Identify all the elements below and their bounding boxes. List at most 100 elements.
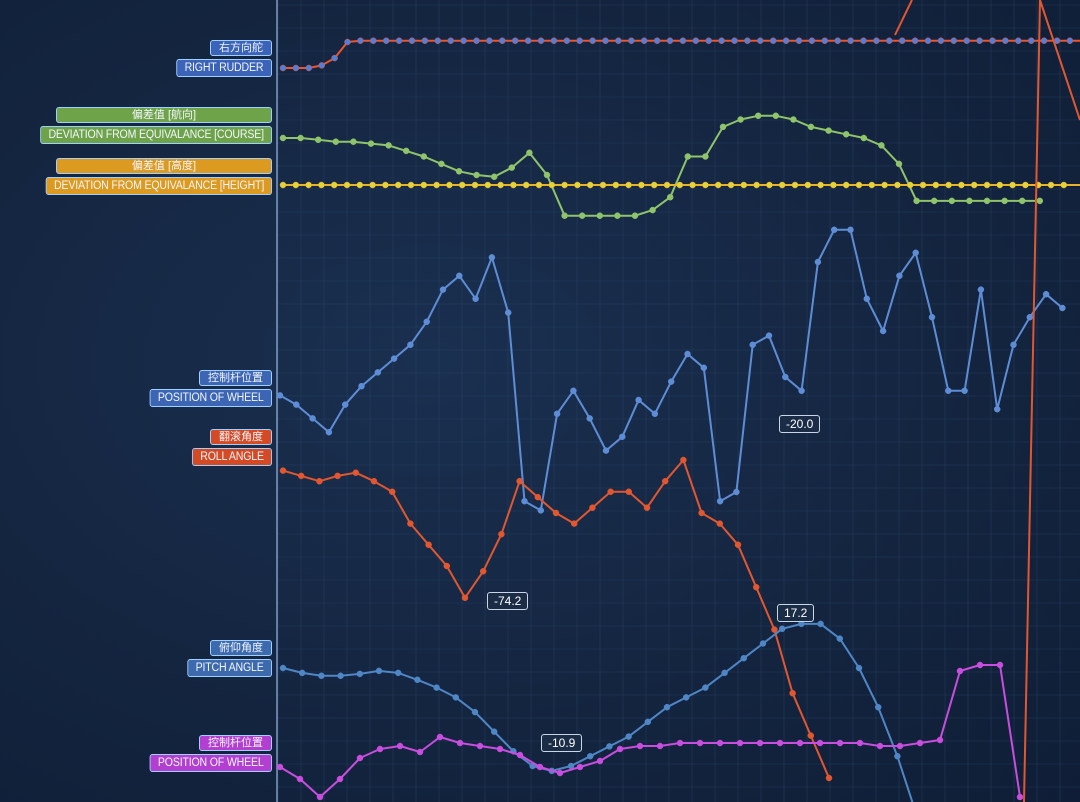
data-point-pitch	[778, 625, 786, 633]
data-point-wheel2	[496, 745, 504, 753]
label-pitch-angle-zh: 俯仰角度	[210, 640, 272, 656]
data-point-rudder	[486, 37, 493, 44]
data-point-height	[676, 181, 684, 189]
data-point-rudder	[460, 37, 467, 44]
data-point-wheel	[1010, 341, 1017, 349]
data-point-course	[438, 160, 445, 168]
data-point-course	[983, 197, 991, 205]
data-point-pitch	[318, 672, 325, 680]
data-point-wheel2	[736, 739, 744, 747]
data-point-wheel2	[316, 793, 324, 801]
data-point-height	[945, 181, 952, 189]
data-point-roll	[643, 504, 651, 511]
data-point-rudder	[847, 37, 854, 44]
data-point-height	[599, 181, 607, 189]
data-point-pitch	[337, 672, 344, 680]
data-point-pitch	[894, 752, 901, 760]
data-point-height	[471, 181, 479, 189]
data-point-course	[455, 168, 463, 175]
data-point-roll	[698, 509, 705, 517]
data-point-wheel	[912, 249, 919, 257]
data-point-wheel	[896, 272, 903, 280]
data-point-height	[894, 181, 901, 189]
data-point-height	[394, 181, 402, 189]
data-point-course	[385, 142, 392, 149]
label-right-rudder-en: RIGHT RUDDER	[176, 59, 272, 77]
callout-pitch-peak: 17.2	[777, 604, 815, 622]
data-point-height	[932, 181, 940, 189]
data-point-wheel2	[396, 742, 404, 750]
label-right-rudder: 右方向舵 RIGHT RUDDER	[0, 40, 272, 84]
data-point-rudder	[976, 37, 983, 44]
data-point-roll	[388, 488, 396, 496]
data-point-height	[970, 181, 978, 189]
data-point-course	[948, 197, 956, 205]
data-point-height	[740, 181, 748, 189]
data-point-wheel2	[816, 739, 824, 747]
label-course-deviation-zh: 偏差值 [航向]	[56, 107, 272, 123]
data-point-wheel2	[436, 733, 444, 741]
callout-pitch-min: -10.9	[541, 734, 583, 752]
data-point-wheel	[341, 401, 349, 408]
data-point-rudder	[692, 37, 700, 44]
data-point-pitch	[759, 640, 767, 647]
data-point-wheel	[276, 392, 284, 399]
data-point-wheel	[716, 497, 724, 505]
data-point-height	[689, 181, 696, 189]
data-point-pitch	[279, 664, 287, 672]
data-point-wheel	[586, 415, 593, 422]
data-point-course	[631, 212, 639, 219]
data-point-height	[842, 181, 850, 189]
label-course-deviation: 偏差值 [航向] DEVIATION FROM EQUIVALANCE [COU…	[0, 107, 272, 151]
data-point-height	[804, 181, 812, 189]
data-point-wheel	[847, 226, 854, 234]
data-point-wheel	[733, 488, 740, 496]
data-point-pitch	[471, 708, 479, 716]
data-point-height	[855, 181, 863, 189]
data-point-course	[1018, 197, 1026, 205]
label-roll-angle-zh: 翻滚角度	[210, 429, 272, 445]
data-point-course	[895, 160, 903, 168]
data-point-wheel	[798, 387, 805, 395]
data-point-wheel2	[676, 739, 684, 747]
data-point-pitch	[836, 635, 844, 642]
data-point-wheel2	[476, 742, 484, 750]
data-point-height	[292, 181, 300, 189]
data-point-pitch	[606, 743, 613, 750]
data-point-wheel2	[836, 739, 844, 747]
data-point-roll	[789, 689, 796, 697]
data-point-height	[458, 181, 466, 189]
data-point-course	[614, 212, 621, 219]
data-point-wheel	[765, 332, 773, 339]
data-point-rudder	[524, 37, 532, 44]
data-point-wheel	[423, 318, 430, 326]
data-point-rudder	[589, 37, 596, 44]
data-point-pitch	[394, 669, 402, 677]
data-point-height	[714, 181, 722, 189]
data-point-course	[279, 134, 287, 142]
data-point-course	[1036, 197, 1044, 205]
data-point-height	[522, 181, 530, 189]
data-point-rudder	[757, 37, 764, 44]
data-point-wheel2	[876, 742, 884, 750]
data-point-rudder	[873, 37, 880, 44]
data-point-wheel2	[556, 769, 564, 777]
data-point-rudder	[537, 37, 545, 44]
data-point-wheel2	[796, 739, 804, 747]
data-point-pitch	[663, 703, 671, 711]
data-point-wheel	[928, 313, 936, 321]
data-point-rudder	[666, 37, 674, 44]
callout-roll-min: -74.2	[487, 592, 529, 610]
data-point-pitch	[586, 752, 594, 760]
data-point-rudder	[769, 37, 777, 44]
data-point-course	[913, 197, 920, 205]
data-point-height	[983, 181, 991, 189]
data-point-roll	[552, 509, 560, 517]
data-point-course	[878, 142, 885, 149]
data-point-wheel2	[516, 751, 524, 759]
data-point-wheel2	[776, 739, 784, 747]
data-point-pitch	[490, 728, 498, 735]
label-height-deviation-zh: 偏差值 [高度]	[56, 158, 272, 174]
data-point-rudder	[1002, 37, 1009, 44]
